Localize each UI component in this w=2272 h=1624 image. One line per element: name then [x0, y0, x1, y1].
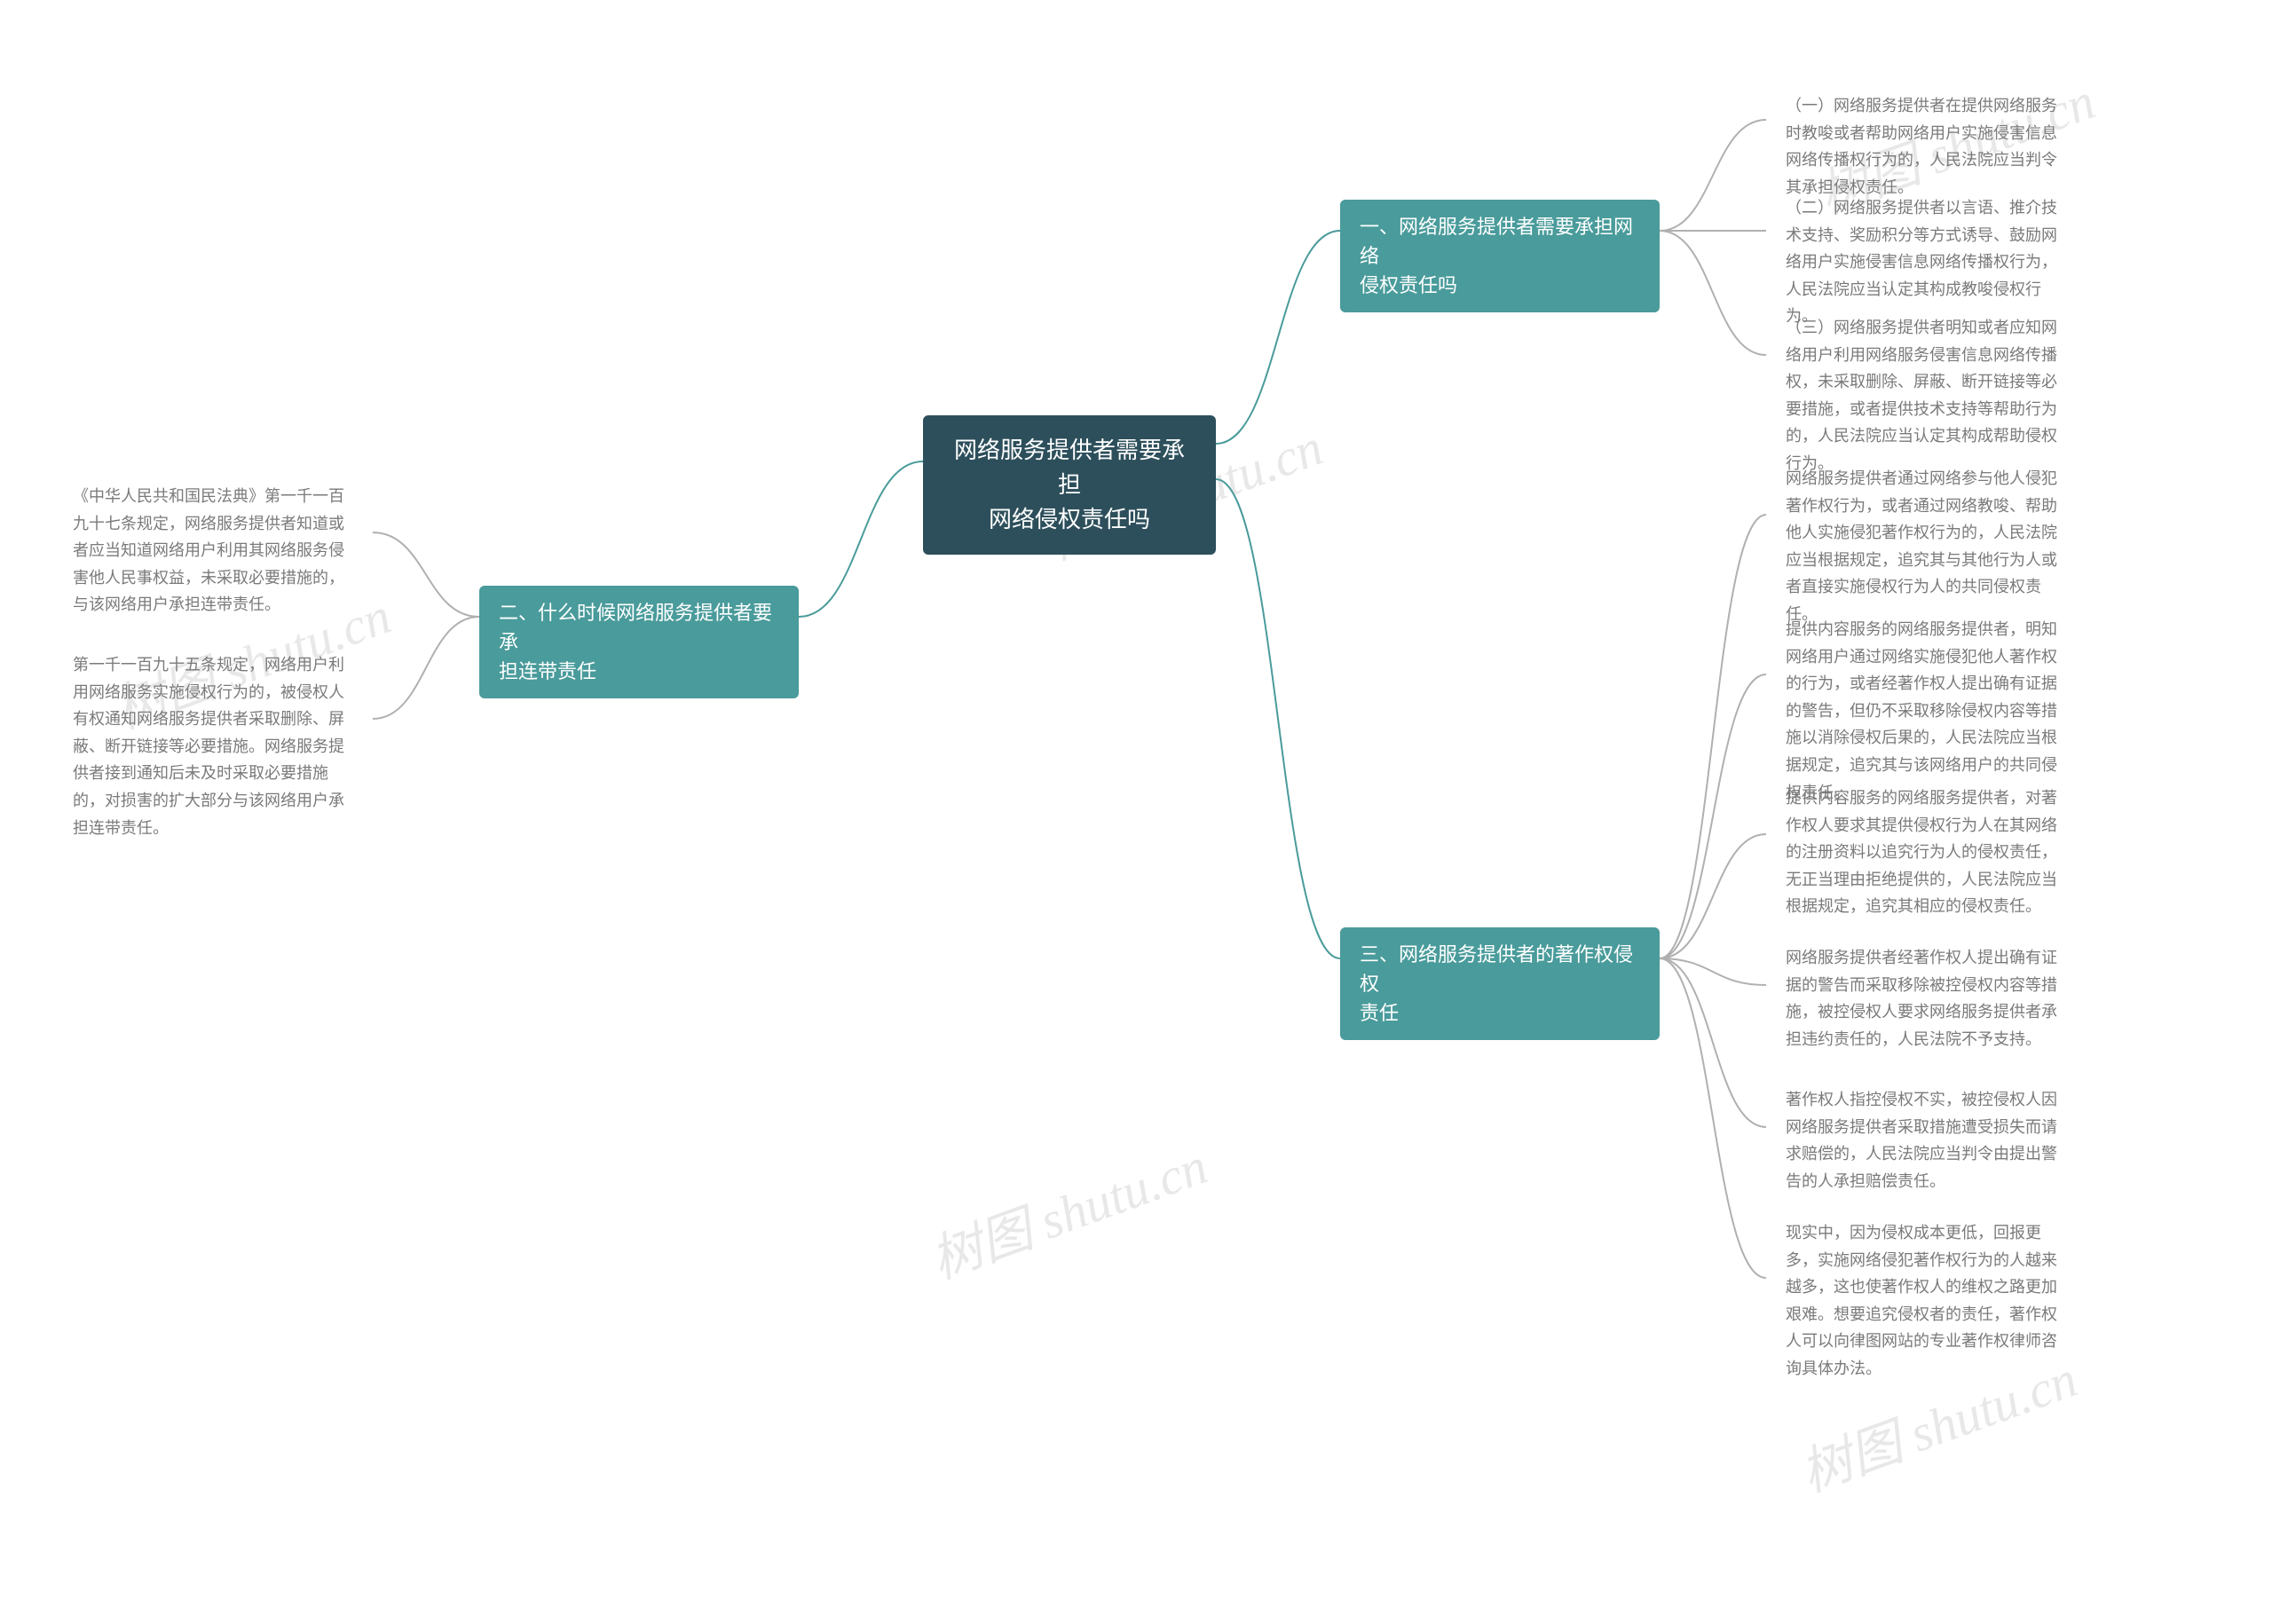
- leaf-node[interactable]: 现实中，因为侵权成本更低，回报更多，实施网络侵犯著作权行为的人越来越多，这也使著…: [1766, 1207, 2086, 1395]
- branch-node-2[interactable]: 二、什么时候网络服务提供者要承 担连带责任: [479, 586, 799, 698]
- branch3-line2: 责任: [1360, 1002, 1399, 1024]
- root-line2: 网络侵权责任吗: [989, 506, 1150, 532]
- root-line1: 网络服务提供者需要承担: [954, 437, 1185, 498]
- leaf-node[interactable]: 第一千一百九十五条规定，网络用户利用网络服务实施侵权行为的，被侵权人有权通知网络…: [53, 639, 373, 854]
- branch-node-1[interactable]: 一、网络服务提供者需要承担网络 侵权责任吗: [1340, 200, 1660, 312]
- branch2-line1: 二、什么时候网络服务提供者要承: [499, 602, 772, 653]
- branch1-line1: 一、网络服务提供者需要承担网络: [1360, 216, 1633, 267]
- leaf-node[interactable]: 网络服务提供者经著作权人提出确有证据的警告而采取移除被控侵权内容等措施，被控侵权…: [1766, 932, 2086, 1065]
- branch1-line2: 侵权责任吗: [1360, 274, 1457, 296]
- mindmap-canvas: 树图 shutu.cn 树图 shutu.cn 树图 shutu.cn 树图 s…: [0, 0, 2272, 1624]
- leaf-node[interactable]: 提供内容服务的网络服务提供者，对著作权人要求其提供侵权行为人在其网络的注册资料以…: [1766, 772, 2086, 933]
- branch3-line1: 三、网络服务提供者的著作权侵权: [1360, 943, 1633, 995]
- branch-node-3[interactable]: 三、网络服务提供者的著作权侵权 责任: [1340, 927, 1660, 1040]
- leaf-node[interactable]: 《中华人民共和国民法典》第一千一百九十七条规定，网络服务提供者知道或者应当知道网…: [53, 470, 373, 631]
- watermark: 树图 shutu.cn: [919, 1124, 1216, 1293]
- root-node[interactable]: 网络服务提供者需要承担 网络侵权责任吗: [923, 415, 1216, 555]
- branch2-line2: 担连带责任: [499, 660, 596, 682]
- leaf-node[interactable]: 著作权人指控侵权不实，被控侵权人因网络服务提供者采取措施遭受损失而请求赔偿的，人…: [1766, 1074, 2086, 1207]
